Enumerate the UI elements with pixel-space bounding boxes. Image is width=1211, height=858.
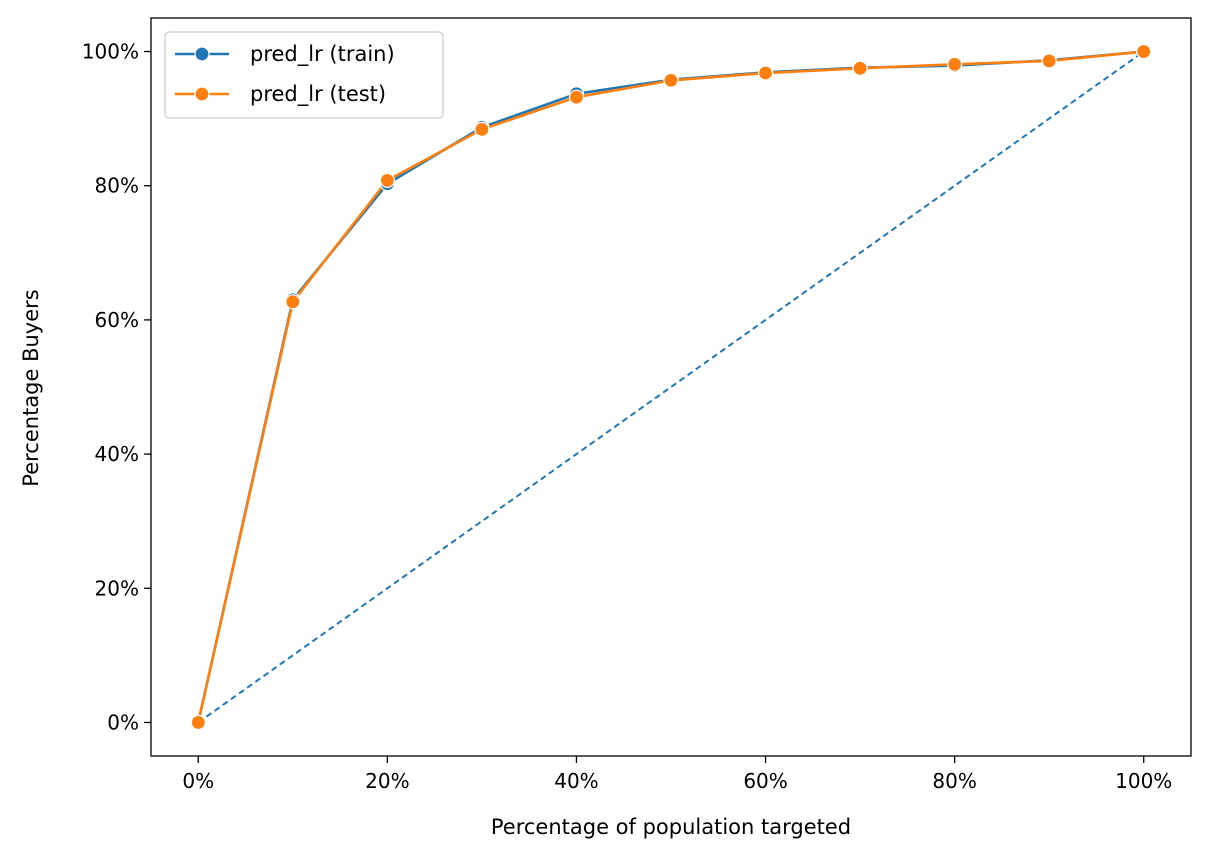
series-1-point-7: [852, 60, 868, 76]
legend-label: pred_lr (test): [250, 82, 386, 107]
plot-frame: [150, 17, 1192, 757]
plot-area: [190, 43, 1152, 731]
y-axis-label: Percentage Buyers: [19, 289, 43, 486]
y-tick-label: 80%: [95, 174, 139, 198]
x-tick-label: 100%: [1115, 769, 1172, 793]
legend-swatch-marker: [194, 86, 210, 102]
series-1-point-2: [379, 172, 395, 188]
series-1-point-8: [947, 56, 963, 72]
x-axis-label: Percentage of population targeted: [491, 815, 851, 839]
x-tick-label: 20%: [365, 769, 409, 793]
x-tick-label: 40%: [554, 769, 598, 793]
series-1-point-3: [474, 121, 490, 137]
legend: pred_lr (train) pred_lr (test): [164, 31, 444, 119]
y-tick-label: 20%: [95, 576, 139, 600]
y-tick-label: 40%: [95, 442, 139, 466]
reference-diagonal-line: [197, 50, 1145, 724]
x-tick-label: 0%: [182, 769, 214, 793]
series-1-point-5: [663, 72, 679, 88]
series-1-point-1: [285, 294, 301, 310]
series-1-point-0: [190, 714, 206, 731]
x-tick-label: 80%: [932, 769, 976, 793]
axis-ticks: 0% 20% 40% 60% 80% 100% 0% 20% 40% 60% 80% 100%: [82, 40, 1173, 793]
y-tick-label: 60%: [95, 308, 139, 332]
series-1-point-10: [1136, 43, 1152, 60]
series-1-point-9: [1041, 53, 1057, 69]
y-tick-label: 0%: [107, 710, 139, 734]
legend-box: [164, 31, 444, 119]
legend-swatch-marker: [194, 46, 210, 62]
x-tick-label: 60%: [743, 769, 787, 793]
y-tick-label: 100%: [82, 40, 139, 64]
legend-label: pred_lr (train): [250, 42, 395, 67]
series-1-point-6: [757, 65, 774, 81]
series-1-point-4: [568, 89, 585, 105]
